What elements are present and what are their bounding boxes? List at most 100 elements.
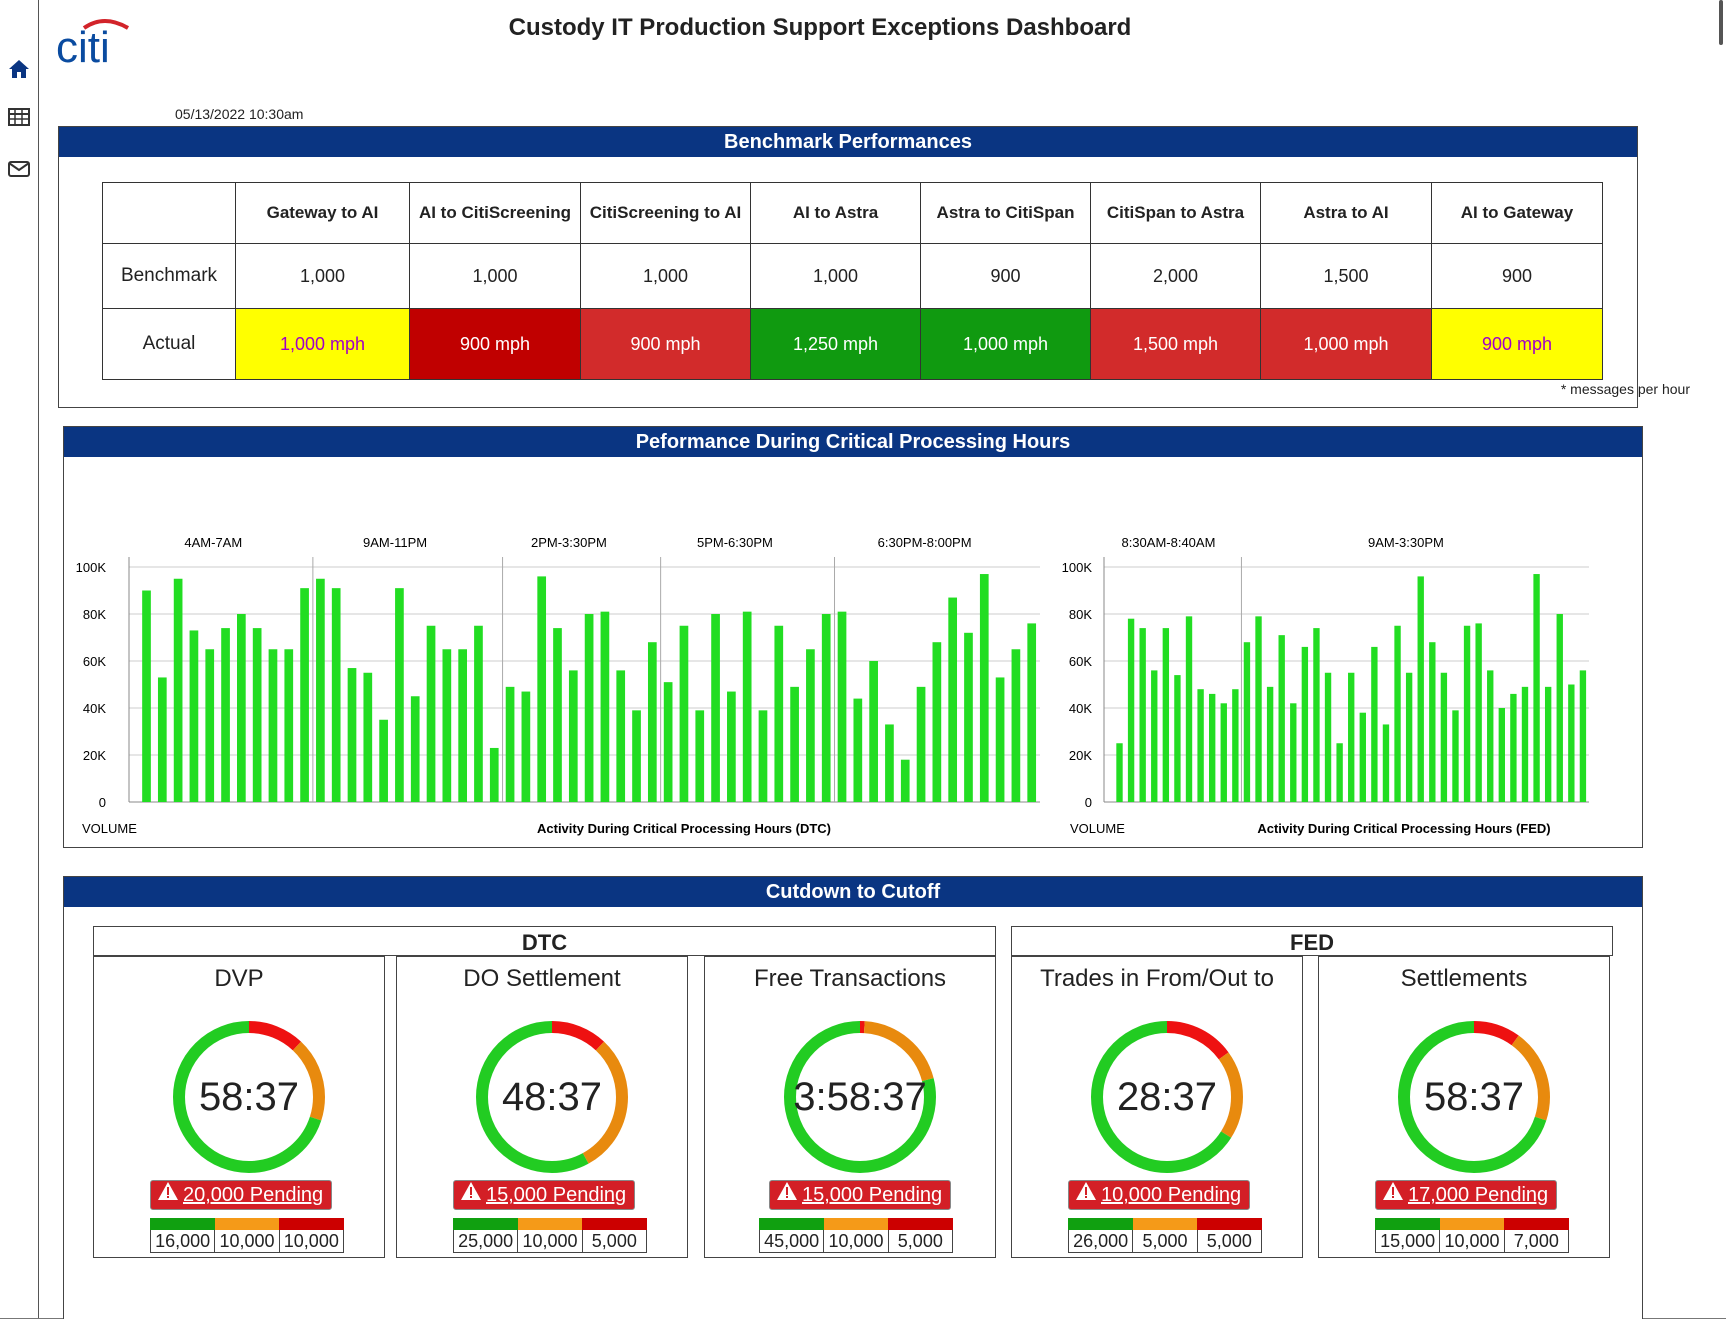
volume-label: VOLUME [1070,821,1125,836]
pending-link[interactable]: 10,000 Pending [1068,1180,1251,1210]
card-title: Free Transactions [753,965,947,992]
cutoff-card: Trades in From/Out to 28:37 10,000 Pendi… [1011,956,1303,1258]
chart-bar [268,649,278,802]
chart-bar [1174,675,1181,802]
chart-bar [537,576,547,802]
chart-bar [1371,646,1378,802]
chart-bar [1348,672,1355,802]
cutdown-panel-title: Cutdown to Cutoff [64,877,1642,907]
chart-bar [1139,628,1146,802]
cutoff-card: Free Transactions 3:58:37 15,000 Pending… [704,956,996,1258]
donut-orange-segment [476,1021,628,1173]
status-count-bars: 16,000 10,000 10,000 [150,1218,345,1253]
chart-bar [379,719,388,802]
red-count: 5,000 [897,1231,943,1251]
benchmark-cell: 1,000 [409,243,581,309]
orange-bar [823,1218,889,1230]
cutdown-panel: Cutdown to Cutoff [63,876,1643,1319]
chart-title: Activity During Critical Processing Hour… [537,821,831,836]
orange-count: 10,000 [215,1230,280,1252]
status-count-bars: 25,000 10,000 5,000 [453,1218,648,1253]
pending-link[interactable]: 17,000 Pending [1375,1180,1558,1210]
chart-bar [979,574,989,802]
chart-bar [1220,703,1227,802]
chart-bar [695,710,705,802]
y-tick-label: 60K [83,654,106,669]
table-icon[interactable] [6,104,32,130]
green-bar [1375,1218,1440,1230]
red-bar [888,1218,954,1230]
y-tick-label: 100K [76,560,107,575]
home-icon[interactable] [6,56,32,82]
green-count: 25,000 [454,1230,519,1252]
chart-bar [1197,689,1204,802]
benchmark-panel-title: Benchmark Performances [59,127,1637,157]
cutoff-card: DO Settlement 48:37 15,000 Pending 25,00… [396,956,688,1258]
col-header: Astra to CitiSpan [920,182,1091,244]
orange-count: 10,000 [518,1230,583,1252]
chart-bar [932,642,942,802]
cutoff-card: DVP 58:37 20,000 Pending 16,000 10,000 1… [93,956,385,1258]
card-title: Trades in From/Out to [1040,965,1274,992]
chart-bar [1568,684,1575,802]
chart-bar [1533,574,1540,802]
benchmark-header-row: Gateway to AI AI to CitiScreening CitiSc… [102,182,1603,244]
countdown-time: 58:37 [1423,1075,1525,1119]
countdown-time: 3:58:37 [793,1075,927,1119]
chart-bar [774,625,784,802]
chart-bar [553,628,562,802]
orange-bar [517,1218,583,1230]
warning-icon [1075,1181,1097,1209]
y-tick-label: 100K [1062,560,1093,575]
chart-bar [1278,635,1285,802]
pending-link[interactable]: 15,000 Pending [769,1180,952,1210]
chart-title: Activity During Critical Processing Hour… [1257,821,1550,836]
sidebar [0,0,39,1318]
chart-bar [474,625,483,802]
actual-cell: 1,000 mph [920,308,1091,380]
chart-bar [1475,623,1482,802]
cutoff-card: Settlements 58:37 17,000 Pending 15,000 … [1318,956,1610,1258]
chart-bar [410,696,420,802]
status-count-bars: 26,000 5,000 5,000 [1068,1218,1263,1253]
col-header: CitiSpan to Astra [1090,182,1261,244]
chart-bar [205,649,215,802]
mail-icon[interactable] [6,156,32,182]
chart-bar [1487,670,1494,802]
green-bar [150,1218,215,1230]
chart-bar [221,628,230,802]
logo-text: citi [56,23,110,70]
benchmark-footnote: * messages per hour [1560,381,1690,397]
orange-bar [214,1218,280,1230]
row-label-benchmark: Benchmark [102,243,236,309]
pending-label: 15,000 Pending [802,1184,943,1206]
chart-bar [157,677,167,802]
pending-label: 20,000 Pending [183,1184,324,1206]
section-label: 5PM-6:30PM [697,535,773,550]
chart-bar [568,670,578,802]
section-label: 9AM-3:30PM [1368,535,1444,550]
chart-bar [727,691,736,802]
scrollbar-thumb[interactable] [1719,0,1723,45]
chart-bar [1162,628,1170,802]
chart-bar [1510,693,1517,802]
card-title: Settlements [1400,965,1528,992]
chart-bar [1209,693,1216,802]
pending-link[interactable]: 20,000 Pending [150,1180,333,1210]
countdown-time: 28:37 [1116,1075,1218,1119]
chart-bar [1255,616,1262,802]
red-bar [582,1218,648,1230]
chart-bar [1359,712,1366,802]
pending-link[interactable]: 15,000 Pending [453,1180,636,1210]
chart-bar [347,668,357,802]
countdown-time: 58:37 [198,1075,300,1119]
countdown-donut: 48:37 [472,1017,632,1177]
chart-bar [647,642,657,802]
y-tick-label: 0 [1085,795,1092,810]
chart-bar [142,590,151,802]
chart-bar [1498,708,1506,802]
chart-bar [821,614,831,802]
scrollbar[interactable] [1712,0,1726,1318]
col-header: Gateway to AI [235,182,410,244]
warning-icon [157,1181,179,1209]
